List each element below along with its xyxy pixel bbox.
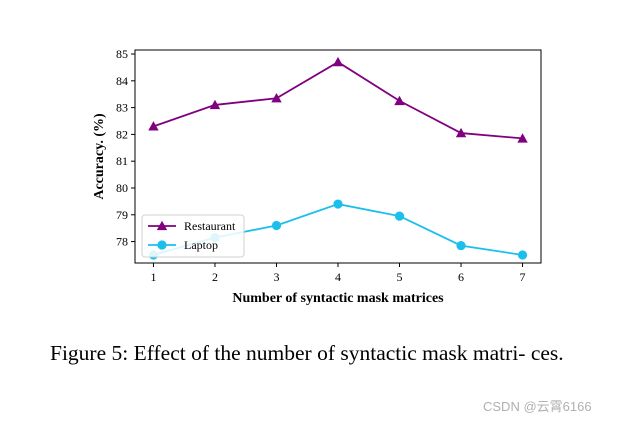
legend-label-laptop: Laptop: [184, 238, 218, 252]
x-tick-label: 7: [520, 270, 526, 284]
y-tick-label: 78: [116, 235, 128, 249]
data-point-restaurant: [332, 56, 344, 67]
x-tick-label: 6: [458, 270, 464, 284]
y-tick-label: 79: [116, 208, 128, 222]
data-point-laptop: [456, 240, 466, 251]
data-point-laptop: [333, 199, 343, 209]
axes: 1 2 3 4 5 6 7 78 79 80 81 82 83 84 85 Number of syntact…: [92, 47, 526, 306]
data-point-laptop: [271, 220, 282, 231]
watermark: CSDN @云霄6166: [483, 399, 592, 414]
x-tick-label: 2: [212, 270, 218, 284]
legend-marker-laptop: [157, 240, 167, 250]
y-tick-label: 82: [116, 127, 128, 141]
legend: Restaurant Laptop: [141, 214, 245, 258]
y-tick-label: 85: [116, 47, 128, 61]
y-tick-label: 84: [116, 74, 128, 88]
legend-marker-restaurant: [156, 220, 168, 231]
data-point-restaurant: [209, 99, 221, 110]
data-point-restaurant: [455, 127, 467, 138]
data-point-restaurant: [148, 121, 159, 131]
series-line-restaurant: [153, 61, 523, 140]
x-tick-label: 5: [397, 270, 403, 284]
data-point-restaurant: [394, 95, 405, 106]
figure-caption: Figure 5: Effect of the number of syntac…: [50, 341, 564, 365]
x-tick-label: 3: [273, 270, 279, 284]
legend-label-restaurant: Restaurant: [184, 219, 236, 233]
x-tick-label: 1: [150, 270, 156, 284]
data-point-restaurant: [271, 93, 282, 103]
data-point-laptop: [517, 250, 528, 260]
data-point-laptop: [394, 211, 405, 221]
x-tick-label: 4: [335, 270, 341, 284]
y-tick-label: 81: [116, 154, 128, 168]
y-tick-label: 83: [116, 101, 128, 115]
y-axis-label: Accuracy. (%): [92, 113, 107, 200]
x-axis-label: Number of syntactic mask matrices: [232, 291, 444, 306]
data-point-restaurant: [517, 133, 528, 143]
y-tick-label: 80: [116, 181, 128, 195]
